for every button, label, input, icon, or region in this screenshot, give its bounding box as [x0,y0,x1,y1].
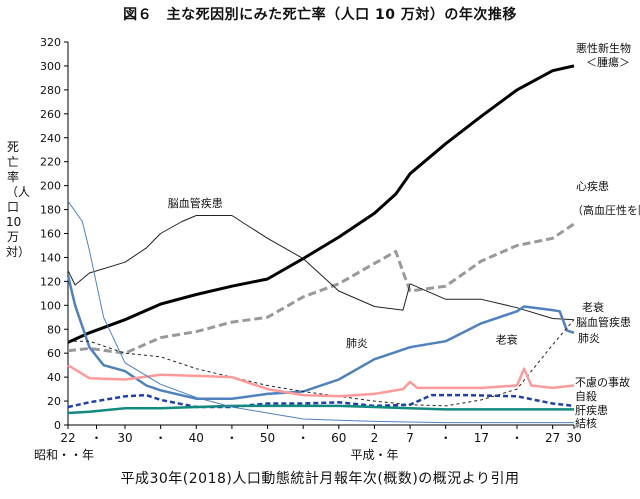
x-tick-label: 17 [474,431,489,445]
y-tick-label: 140 [40,251,61,264]
x-tick-label: ・ [226,431,238,445]
y-tick-label: 60 [47,347,61,360]
series-label: 悪性新生物 [576,41,631,55]
series-line [67,393,575,409]
series-line [68,319,575,407]
x-tick-label: 7 [406,431,414,445]
y-tick-label: 120 [40,275,61,288]
y-tick-label: 180 [40,204,61,217]
y-tick-label: 20 [47,395,61,408]
x-tick-label: 40 [189,431,204,445]
x-tick-label: 50 [260,431,275,445]
x-tick-label: 2 [371,431,379,445]
series-line [67,222,575,355]
series-annotation: 肺炎 [346,337,368,350]
x-era-label-showa: 昭和・・年 [34,448,94,462]
x-tick-label: ・ [155,431,167,445]
y-tick-label: 0 [54,419,61,432]
y-tick-label: 160 [40,228,61,241]
series-line [67,364,575,398]
x-tick-label: 60 [331,431,346,445]
chart-title: 図６ 主な死因別にみた死亡率（人口 10 万対）の年次推移 [123,7,517,23]
series-label: 結核 [575,416,597,430]
y-tick-label: 220 [40,156,61,169]
y-tick-label: 40 [47,371,61,384]
series-line [67,200,574,424]
y-tick-label: 240 [40,132,61,145]
x-tick-label: 30 [117,431,132,445]
series-label: 肺炎 [578,332,600,345]
x-tick-label: 27 [545,431,560,445]
y-tick-label: 200 [40,180,61,193]
series-line [67,64,575,344]
x-tick-label: ・ [297,431,309,445]
y-tick-label: 280 [40,84,61,97]
x-era-label-heisei: 平成・年 [350,448,398,462]
series-label: 心疾患 [576,179,609,193]
series-line [66,275,575,400]
y-tick-label: 320 [40,36,61,49]
x-tick-label: 30 [566,431,581,445]
series-label: 肝疾患 [575,403,608,417]
y-tick-label: 80 [47,323,61,336]
series-label: 老衰 [582,300,604,314]
series-label: 脳血管疾患 [576,315,631,329]
x-tick-label: 22 [60,431,75,445]
series-annotation: 脳血管疾患 [168,196,223,210]
x-tick-label: ・ [90,431,102,445]
series-label: 自殺 [575,389,597,403]
series-line [67,404,574,415]
x-tick-label: ・ [440,431,452,445]
series-line [67,215,575,321]
series-annotation: 老衰 [496,333,518,347]
y-tick-label: 260 [40,108,61,121]
y-tick-label: 100 [40,299,61,312]
y-axis-label: 死亡率（人口10万対） [6,140,31,259]
x-tick-label: ・ [511,431,523,445]
series-label: （高血圧性を除く） [572,203,640,217]
series-label: ＜腫瘍＞ [586,55,630,69]
series-label: 不慮の事故 [575,375,630,389]
y-tick-label: 300 [40,60,61,73]
source-caption: 平成30年(2018)人口動態統計月報年次(概数)の概況より引用 [120,471,520,487]
